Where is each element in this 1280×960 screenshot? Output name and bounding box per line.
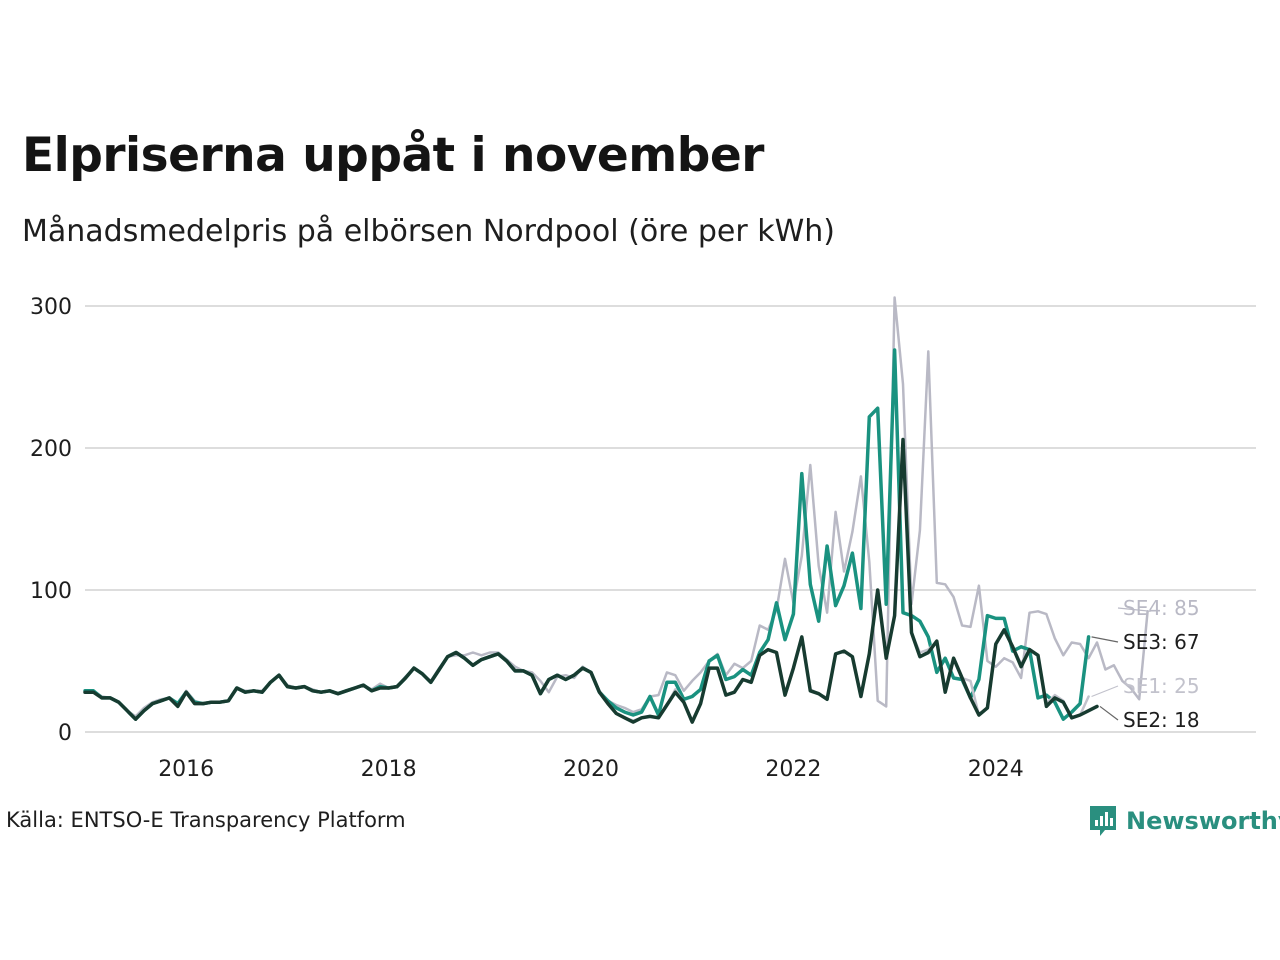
series-line-se4	[83, 296, 1149, 718]
series-label-se2: SE2: 18	[1123, 708, 1200, 732]
brand-name: Newsworthy	[1126, 807, 1280, 835]
label-leader-se3	[1091, 636, 1119, 643]
chart-title: Elpriserna uppåt i november	[22, 128, 764, 183]
newsworthy-logo-icon	[1090, 806, 1116, 836]
y-tick-label: 300	[30, 295, 72, 320]
brand-logo: Newsworthy	[1088, 804, 1280, 838]
series-line-se3	[83, 348, 1091, 721]
x-axis-ticks: 2016 2018 2020 2022 2024	[158, 757, 1024, 782]
y-axis-ticks: 0 100 200 300	[30, 295, 72, 746]
x-tick-label: 2022	[765, 757, 821, 782]
x-tick-label: 2020	[563, 757, 619, 782]
y-tick-label: 200	[30, 437, 72, 462]
x-tick-label: 2018	[361, 757, 417, 782]
y-tick-label: 100	[30, 579, 72, 604]
series-label-se3: SE3: 67	[1123, 630, 1200, 654]
x-tick-label: 2024	[968, 757, 1024, 782]
series-line-se2	[83, 437, 1099, 724]
x-tick-label: 2016	[158, 757, 214, 782]
source-note: Källa: ENTSO-E Transparency Platform	[6, 808, 406, 832]
series-end-labels: SE4: 85 SE3: 67 SE1: 25 SE2: 18	[1091, 596, 1200, 732]
label-leader-se4	[1117, 607, 1151, 612]
series-line-se1	[83, 438, 1090, 722]
series-label-se4: SE4: 85	[1123, 596, 1200, 620]
series-label-se1: SE1: 25	[1123, 674, 1200, 698]
y-tick-label: 0	[58, 721, 72, 746]
label-leader-se2	[1099, 705, 1119, 721]
series-lines	[83, 296, 1149, 724]
label-leader-se1	[1091, 685, 1119, 698]
chart-subtitle: Månadsmedelpris på elbörsen Nordpool (ör…	[22, 214, 835, 249]
grid-lines	[85, 305, 1256, 733]
